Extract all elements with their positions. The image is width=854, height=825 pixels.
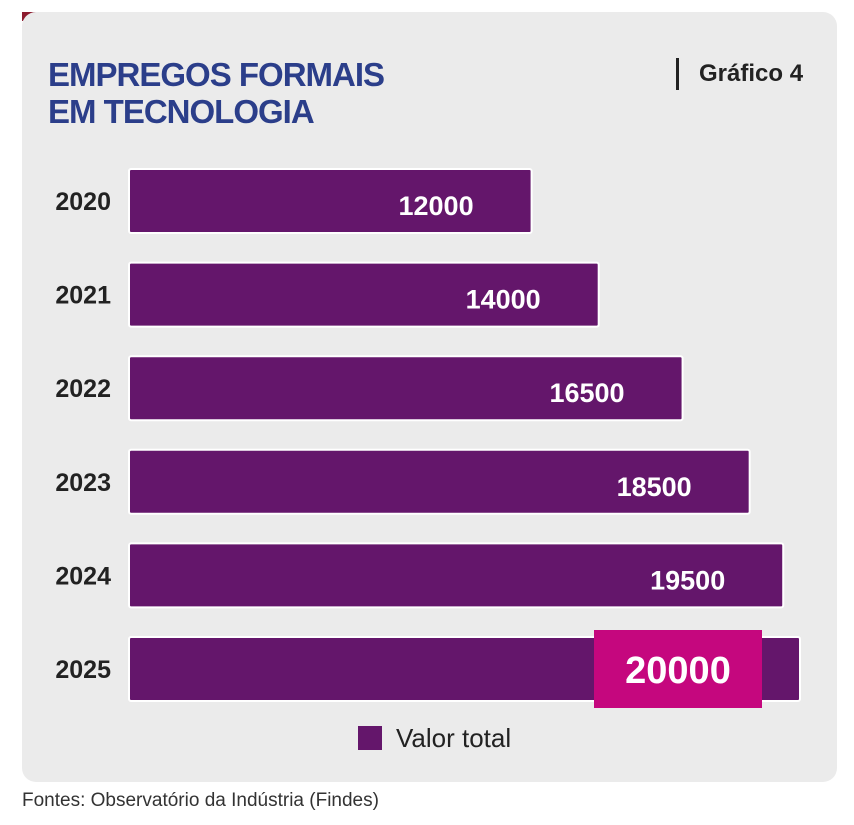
category-label-2020: 2020 (55, 188, 111, 216)
bar-2023 (128, 448, 751, 515)
bar-2021 (128, 261, 600, 328)
source-note: Fontes: Observatório da Indústria (Finde… (22, 790, 379, 811)
category-label-2024: 2024 (55, 562, 111, 590)
chart-number-label: Gráfico 4 (676, 58, 803, 90)
legend-swatch (358, 726, 382, 750)
chart-title: EMPREGOS FORMAIS EM TECNOLOGIA (48, 56, 385, 130)
category-label-2021: 2021 (55, 282, 111, 310)
data-label-2022: 16500 (549, 378, 624, 408)
chart-title-line-1: EMPREGOS FORMAIS (48, 56, 385, 93)
legend: Valor total (358, 722, 511, 754)
bar-2020 (128, 168, 533, 234)
bar-2022 (128, 355, 684, 422)
chart-title-line-2: EM TECNOLOGIA (48, 93, 315, 130)
data-label-2024: 19500 (650, 565, 725, 595)
legend-label: Valor total (396, 722, 512, 753)
data-label-2020: 12000 (399, 191, 474, 221)
data-label-2023: 18500 (617, 472, 692, 502)
data-label-2025: 20000 (625, 650, 731, 692)
category-label-2022: 2022 (55, 375, 111, 403)
highlight-value-box (594, 630, 762, 708)
data-label-2021: 14000 (466, 285, 541, 315)
bar-2024 (128, 542, 785, 609)
category-label-2025: 2025 (55, 656, 111, 684)
category-label-2023: 2023 (55, 469, 111, 497)
